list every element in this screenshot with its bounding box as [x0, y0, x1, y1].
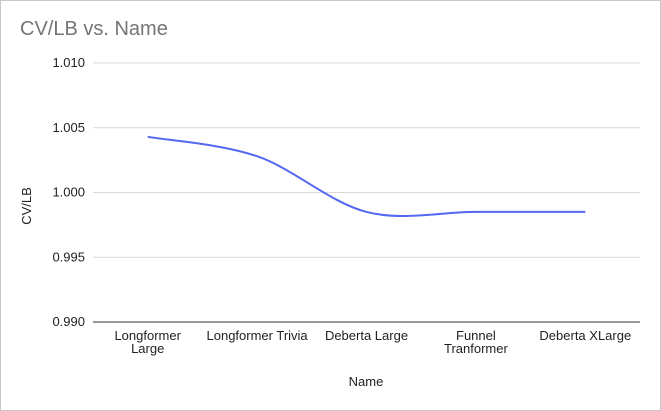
y-tick-label: 0.995	[52, 249, 85, 264]
chart-title: CV/LB vs. Name	[20, 18, 168, 40]
series-line	[147, 135, 586, 218]
y-tick-label: 1.000	[52, 185, 85, 200]
x-tick-label: Funnel Tranformer	[444, 328, 508, 356]
gridlines	[93, 62, 640, 323]
x-tick-label: Deberta Large	[325, 328, 408, 343]
x-tick-label: Longformer Large	[114, 328, 181, 356]
y-tick-label: 1.005	[52, 120, 85, 135]
y-tick-label: 0.990	[52, 314, 85, 329]
x-tick-label: Deberta XLarge	[539, 328, 631, 343]
y-tick-labels: 0.990 0.995 1.000 1.005 1.010	[52, 55, 85, 329]
x-axis-label: Name	[349, 374, 384, 389]
series-lines	[147, 135, 586, 218]
x-tick-label: Longformer Trivia	[207, 328, 309, 343]
x-tick-labels: Longformer Large Longformer Trivia Deberta …	[114, 328, 631, 356]
y-axis-label: CV/LB	[19, 187, 34, 225]
y-tick-label: 1.010	[52, 55, 85, 70]
